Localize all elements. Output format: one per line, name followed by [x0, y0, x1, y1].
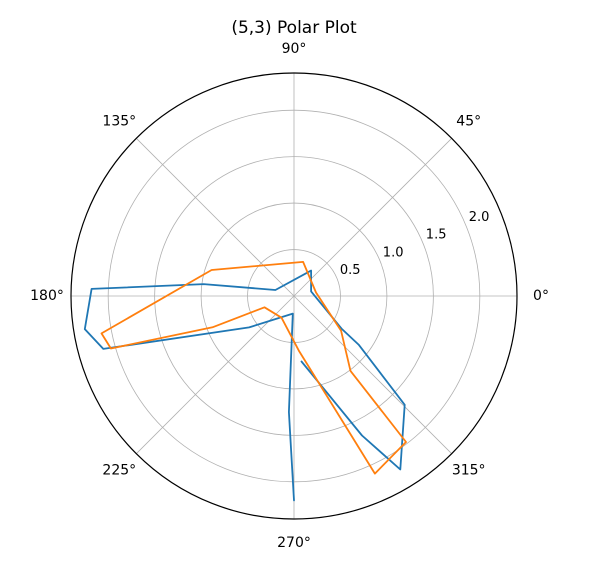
angular-tick-label: 90° [282, 41, 307, 57]
angular-tick-label: 315° [452, 463, 486, 479]
radial-tick-label: 2.0 [469, 210, 490, 225]
angular-tick-labels: 0° 45° 90° 135° 180° 225° 270° 315° [30, 41, 549, 551]
angular-tick-label: 0° [533, 288, 549, 304]
series-line-2 [100, 261, 407, 475]
polar-grid [71, 73, 517, 519]
radial-tick-label: 1.0 [383, 245, 404, 260]
polar-frame [70, 72, 518, 520]
radial-tick-labels: 0.5 1.0 1.5 2.0 [340, 210, 489, 278]
polar-axes: 0° 45° 90° 135° 180° 225° 270° 315° 0.5 1.0 1.5 2.… [30, 41, 549, 551]
series-layer [83, 261, 407, 502]
angular-gridline-135 [136, 138, 295, 297]
angular-gridline-315 [293, 295, 452, 454]
angular-tick-label: 135° [102, 113, 136, 129]
angular-gridline-45 [293, 138, 452, 297]
chart-title: (5,3) Polar Plot [231, 18, 357, 38]
angular-tick-label: 270° [277, 535, 311, 551]
radial-tick-label: 1.5 [426, 228, 447, 243]
angular-tick-label: 180° [30, 288, 64, 304]
radial-tick-label: 0.5 [340, 263, 361, 278]
series-line-1 [83, 269, 406, 502]
angular-tick-label: 45° [456, 113, 481, 129]
angular-tick-label: 225° [102, 463, 136, 479]
angular-gridline-225 [136, 295, 295, 454]
